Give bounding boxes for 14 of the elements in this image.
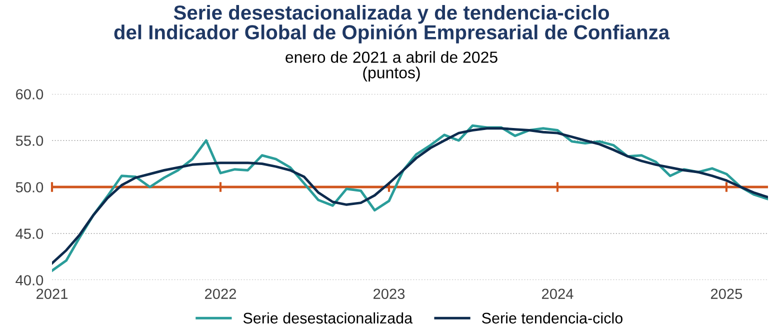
legend-label: Serie desestacionalizada xyxy=(243,312,413,324)
y-tick-label: 40.0 xyxy=(16,275,44,286)
x-tick-label: 2023 xyxy=(374,288,405,300)
x-tick-label: 2022 xyxy=(205,288,236,300)
chart-subtitle: enero de 2021 a abril de 2025 (puntos) xyxy=(286,51,498,82)
x-tick-label: 2025 xyxy=(710,288,742,300)
x-tick-label: 2024 xyxy=(542,288,574,300)
y-tick-label: 55.0 xyxy=(16,136,44,146)
y-tick-label: 45.0 xyxy=(16,228,44,239)
x-tick-label: 2021 xyxy=(36,288,68,300)
legend-label: Serie tendencia-ciclo xyxy=(482,312,622,324)
y-tick-label: 60.0 xyxy=(16,89,44,100)
y-tick-label: 50.0 xyxy=(16,182,44,192)
chart-title: Serie desestacionalizada y de tendencia-ciclo del Indicador Global de Opinión Empresarial de Confianza xyxy=(114,4,670,44)
